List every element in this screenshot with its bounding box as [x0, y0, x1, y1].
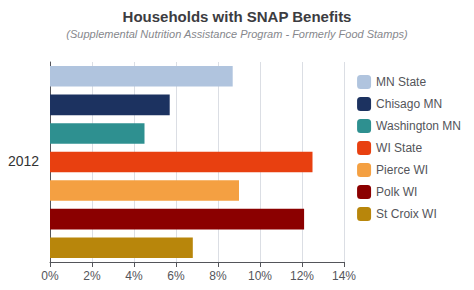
svg-text:Households with SNAP Benefits: Households with SNAP Benefits — [123, 8, 352, 25]
svg-text:WI State: WI State — [376, 141, 422, 155]
svg-text:10%: 10% — [248, 269, 272, 283]
svg-text:12%: 12% — [290, 269, 314, 283]
svg-text:Pierce WI: Pierce WI — [376, 163, 428, 177]
svg-text:(Supplemental Nutrition Assist: (Supplemental Nutrition Assistance Progr… — [66, 28, 408, 40]
svg-text:Washington MN: Washington MN — [376, 119, 461, 133]
svg-text:Polk WI: Polk WI — [376, 185, 417, 199]
svg-text:6%: 6% — [167, 269, 185, 283]
svg-text:4%: 4% — [125, 269, 143, 283]
svg-text:14%: 14% — [332, 269, 356, 283]
svg-text:Chisago MN: Chisago MN — [376, 97, 442, 111]
svg-text:0%: 0% — [41, 269, 59, 283]
svg-text:8%: 8% — [209, 269, 227, 283]
svg-text:St Croix WI: St Croix WI — [376, 207, 437, 221]
svg-text:2%: 2% — [83, 269, 101, 283]
svg-text:MN State: MN State — [376, 75, 426, 89]
svg-text:2012: 2012 — [8, 153, 39, 169]
